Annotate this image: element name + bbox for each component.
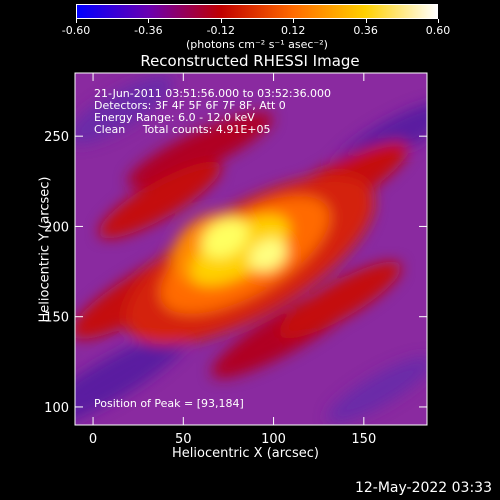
x-tick-label: 100: [261, 432, 286, 447]
image-blob: [201, 218, 249, 258]
x-tick-label: 50: [175, 432, 192, 447]
colorbar-tick-mark: [76, 19, 77, 23]
image-blob: [327, 357, 427, 423]
image-blob: [190, 215, 290, 285]
timestamp: 12-May-2022 03:33: [354, 480, 492, 496]
colorbar-tick-mark: [148, 19, 150, 23]
y-axis-label: Heliocentric Y (arcsec): [37, 176, 53, 323]
colorbar-tick-label: 0.12: [280, 24, 306, 37]
colorbar-tick-mark: [220, 19, 222, 23]
image-blob: [278, 261, 402, 339]
image-blobs: [75, 76, 427, 425]
image-blob: [75, 331, 189, 425]
colorbar-tick-mark: [365, 19, 367, 23]
colorbar-tick-mark: [293, 19, 295, 23]
colorbar-tick-mark: [438, 19, 439, 23]
colorbar-tick-label: -0.60: [61, 24, 91, 37]
x-tick-label: 150: [351, 432, 376, 447]
colorbar-tick-label: -0.12: [206, 24, 236, 37]
y-axis-ticks: 100 150 200 250: [44, 130, 427, 416]
chart-title: Reconstructed RHESSI Image: [140, 52, 360, 70]
info-line-detectors: Detectors: 3F 4F 5F 6F 7F 8F, Att 0: [94, 99, 286, 112]
image-blob: [127, 112, 273, 188]
info-line-energy: Energy Range: 6.0 - 12.0 keV: [94, 111, 255, 124]
image-blob: [249, 238, 287, 272]
plot-frame: [74, 72, 428, 426]
image-blob: [75, 76, 173, 144]
colorbar-tick-label: 0.36: [353, 24, 378, 37]
y-tick-label: 250: [44, 130, 69, 145]
colorbar-tick-label: -0.36: [134, 24, 163, 37]
colorbar-unit-label: (photons cm⁻² s⁻¹ asec⁻²): [186, 38, 328, 51]
y-tick-label: 150: [44, 311, 69, 326]
colorbar: [76, 4, 438, 19]
info-line-clean: Clean Total counts: 4.91E+05: [94, 123, 271, 136]
info-line-time: 21-Jun-2011 03:51:56.000 to 03:52:36.000: [94, 87, 332, 100]
colorbar-tick-label: 0.60: [425, 24, 451, 37]
y-tick-label: 200: [44, 220, 69, 235]
x-axis-label: Heliocentric X (arcsec): [172, 446, 319, 461]
image-blob: [98, 161, 222, 239]
x-tick-label: 0: [89, 432, 97, 447]
peak-position-label: Position of Peak = [93,184]: [94, 397, 244, 410]
y-tick-label: 100: [44, 401, 69, 416]
x-axis-ticks: 0 50 100 150: [89, 73, 376, 447]
